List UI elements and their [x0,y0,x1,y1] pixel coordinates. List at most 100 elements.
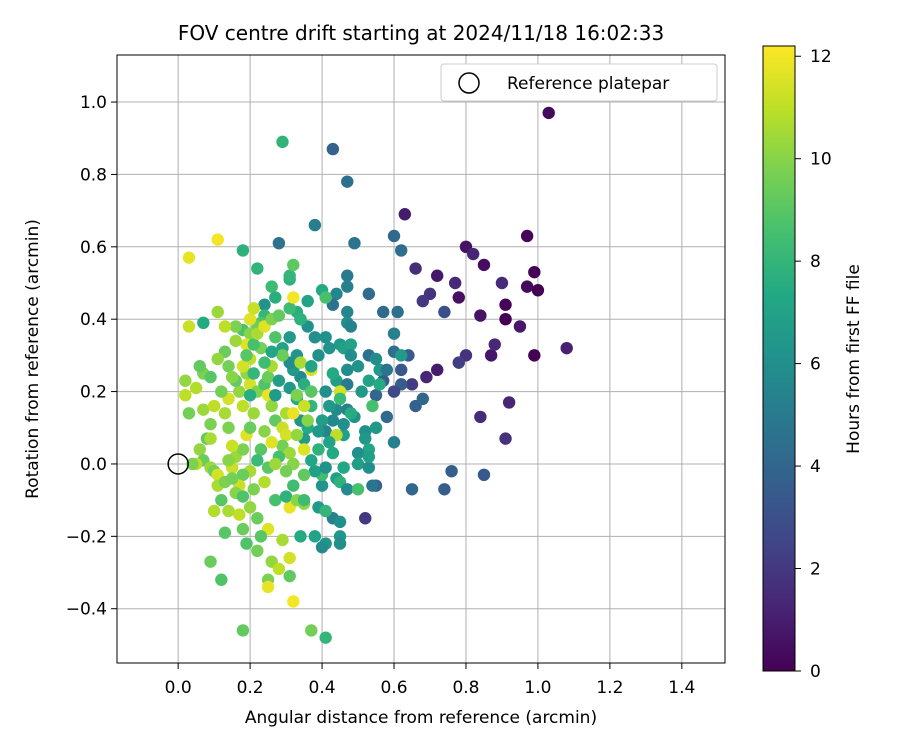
data-point [333,515,347,529]
x-tick-label: 0.4 [309,678,336,698]
data-point [420,370,433,384]
data-point [488,338,501,351]
data-point [387,229,401,243]
colorbar-tick-label: 4 [810,457,821,477]
data-point [243,312,257,326]
colorbar-tick-label: 12 [810,47,832,67]
data-point [395,363,408,377]
data-point [269,388,282,402]
data-point [351,446,365,460]
data-point [312,443,325,456]
data-point [355,385,368,398]
data-point [351,360,365,373]
data-point [452,356,465,369]
data-point [247,302,260,315]
data-point [348,236,361,250]
data-point [333,392,347,406]
data-point [269,493,282,507]
data-point [484,349,498,362]
data-point [193,443,206,456]
data-point [294,312,307,326]
data-point [204,417,217,431]
legend-marker [458,72,480,94]
data-point [218,526,232,539]
data-point [452,291,465,304]
data-point [333,537,347,550]
data-point [243,501,257,514]
data-point [319,631,332,644]
data-point [229,334,242,348]
data-point [387,327,401,340]
data-point [377,305,390,319]
data-point [341,175,354,188]
data-point [222,360,235,373]
data-point [197,316,210,330]
data-point [283,569,296,583]
x-tick-label: 1.2 [596,678,623,698]
data-point [269,457,282,471]
data-point [499,432,512,445]
data-point [269,291,282,304]
data-point [369,388,383,402]
data-point [362,287,376,301]
data-point [326,367,340,380]
data-point [218,407,232,420]
colorbar-tick-label: 6 [810,355,821,375]
data-point [240,537,253,550]
data-point [387,436,401,449]
y-tick-label: 1.0 [80,93,107,113]
y-tick-label: 0.4 [80,310,107,330]
data-point [247,483,260,496]
x-tick-label: 0.6 [380,678,407,698]
data-point [362,461,376,474]
data-point [297,443,311,456]
y-tick-label: 0.8 [80,165,107,185]
data-point [391,305,404,319]
y-tick-label: −0.4 [66,600,107,620]
data-point [495,276,509,290]
data-point [323,341,336,355]
x-tick-label: 1.4 [668,678,695,698]
data-point [528,265,541,279]
legend-box [440,63,718,102]
data-point [225,370,239,384]
data-point [319,385,332,398]
y-axis-label: Rotation from reference (arcmin) [23,219,43,499]
data-point [189,381,203,395]
chart-title: FOV centre drift starting at 2024/11/18 … [178,21,664,45]
data-point [528,349,541,362]
data-point [236,522,250,536]
data-point [351,457,365,471]
data-point [265,399,278,413]
data-point [261,370,275,384]
data-point [416,392,429,406]
data-point [204,555,217,568]
data-point [254,443,268,456]
data-point [499,298,512,311]
data-point [359,512,372,525]
data-point [430,269,444,282]
data-points [167,106,573,644]
data-point [197,403,210,416]
data-point [319,504,332,518]
data-point [251,512,264,525]
colorbar-tick-label: 8 [810,252,821,272]
data-point [474,410,487,424]
data-point [326,414,340,427]
data-point [287,479,300,492]
data-point [265,345,278,358]
data-point [319,331,332,344]
data-point [272,236,286,250]
data-point [323,399,336,413]
data-point [211,233,224,246]
data-point [513,320,527,333]
data-point [236,490,250,503]
data-point [369,352,383,366]
data-point [182,320,196,333]
data-point [193,360,206,373]
data-point [207,504,221,518]
data-point [308,218,322,232]
data-point [520,229,534,243]
y-tick-label: −0.2 [66,527,107,547]
data-point [416,294,429,308]
